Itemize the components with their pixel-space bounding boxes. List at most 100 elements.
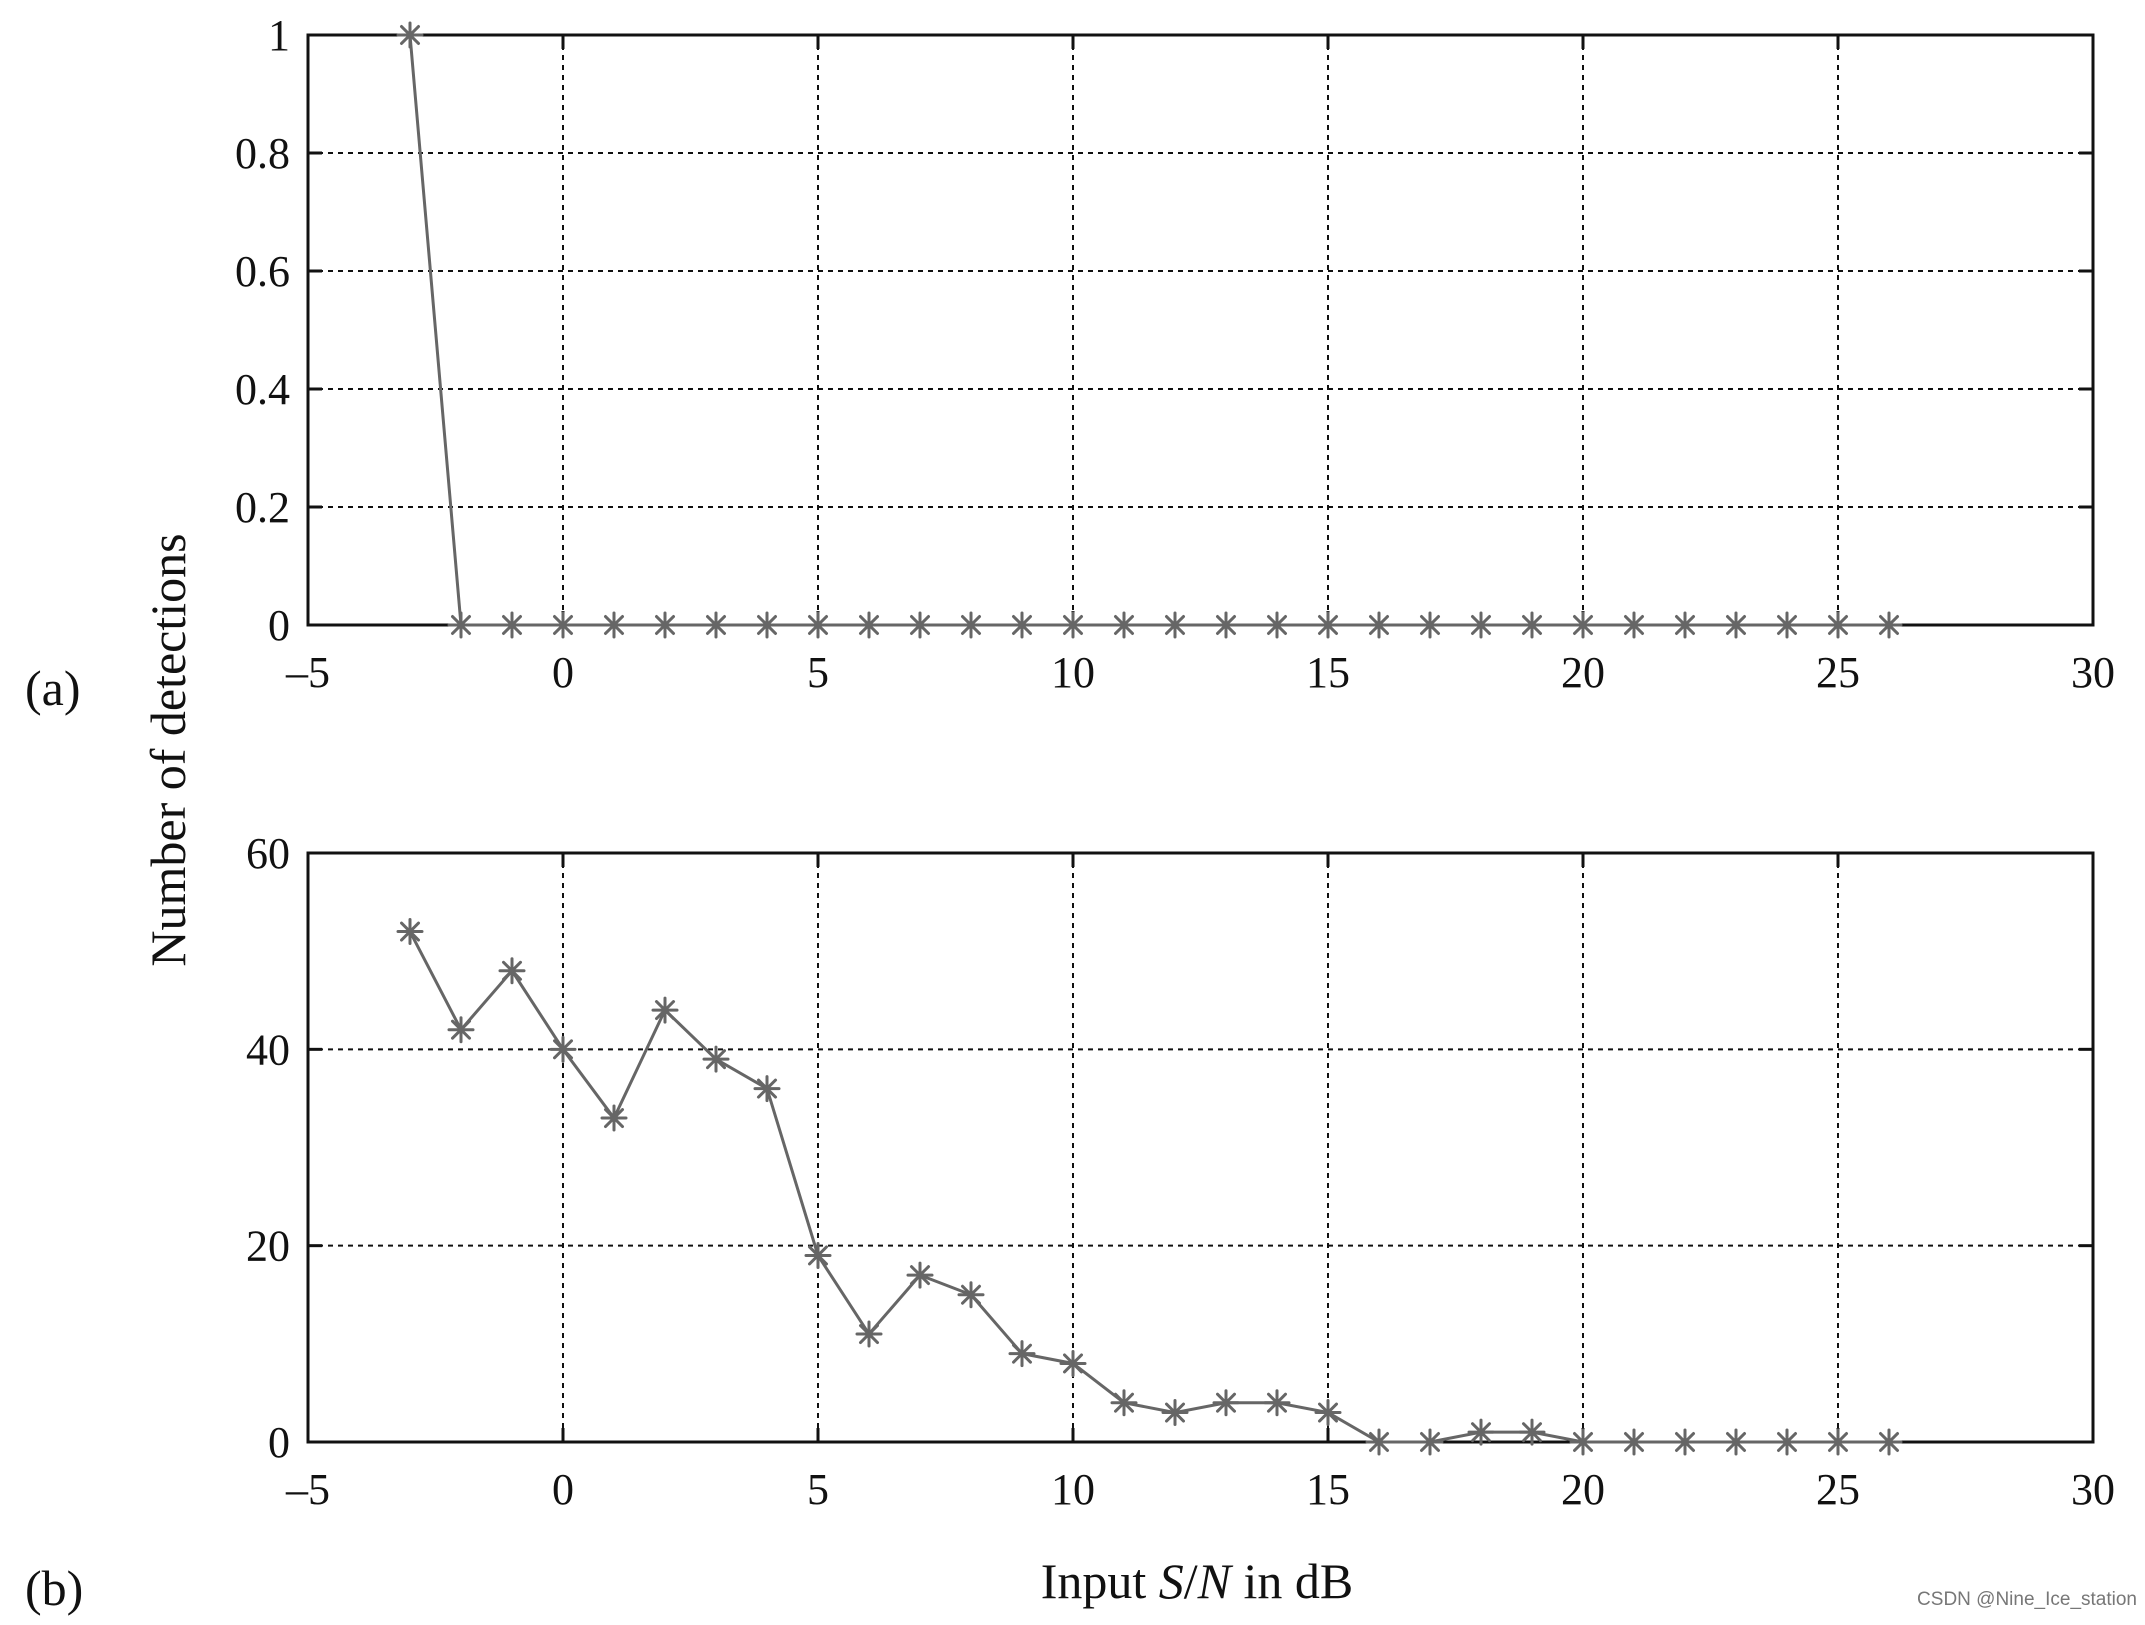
data-point — [1875, 1428, 1903, 1456]
x-tick-label: 25 — [1816, 648, 1860, 697]
marker-stroke — [1522, 1422, 1542, 1443]
data-point — [804, 611, 832, 639]
marker-stroke — [1573, 615, 1593, 635]
data-point — [1773, 611, 1801, 639]
marker-stroke — [910, 615, 930, 635]
data-point — [498, 611, 526, 639]
marker-stroke — [1267, 1392, 1287, 1413]
x-axis-label: Input S/N in dB — [1041, 1553, 1354, 1609]
marker-stroke — [808, 615, 828, 635]
y-tick-label: 20 — [246, 1222, 290, 1271]
marker-stroke — [1318, 615, 1338, 635]
y-tick-label: 1 — [268, 11, 290, 60]
data-point — [1518, 1418, 1546, 1446]
marker-stroke — [1216, 1392, 1236, 1413]
x-tick-label: 30 — [2071, 1465, 2115, 1514]
data-point — [447, 1016, 475, 1044]
marker-stroke — [1828, 1432, 1848, 1452]
x-tick-label: 10 — [1051, 648, 1095, 697]
y-tick-label: 40 — [246, 1025, 290, 1074]
data-point — [1416, 611, 1444, 639]
data-point — [549, 611, 577, 639]
data-point — [1212, 611, 1240, 639]
x-tick-label: 25 — [1816, 1465, 1860, 1514]
data-point — [1416, 1428, 1444, 1456]
marker-stroke — [757, 1078, 777, 1099]
x-tick-label: –5 — [285, 1465, 330, 1514]
marker-stroke — [757, 615, 777, 635]
series-line — [408, 34, 1889, 627]
data-point — [1467, 1418, 1495, 1446]
data-point — [1875, 611, 1903, 639]
marker-stroke — [655, 615, 675, 635]
data-point — [600, 1104, 628, 1132]
marker-stroke — [502, 615, 522, 635]
x-tick-label: –5 — [285, 648, 330, 697]
data-point — [447, 611, 475, 639]
data-point — [1263, 611, 1291, 639]
data-point — [1110, 611, 1138, 639]
data-point — [1467, 611, 1495, 639]
marker-stroke — [1726, 1432, 1746, 1452]
marker-stroke — [1369, 1432, 1389, 1452]
data-point — [906, 611, 934, 639]
marker-stroke — [1114, 615, 1134, 635]
data-point — [1161, 1399, 1189, 1427]
panel-label: (b) — [25, 1560, 83, 1616]
data-point — [1671, 611, 1699, 639]
marker-stroke — [1420, 1432, 1440, 1452]
marker-stroke — [1318, 1402, 1338, 1423]
x-tick-label: 15 — [1306, 1465, 1350, 1514]
marker-stroke — [1777, 615, 1797, 635]
data-point — [1110, 1389, 1138, 1417]
watermark: CSDN @Nine_Ice_station — [1917, 1589, 2137, 1610]
data-point — [906, 1261, 934, 1289]
data-point — [957, 1281, 985, 1309]
x-tick-label: 5 — [807, 1465, 829, 1514]
marker-stroke — [451, 1019, 471, 1040]
data-point — [1722, 611, 1750, 639]
x-tick-label: 20 — [1561, 1465, 1605, 1514]
data-point — [1161, 611, 1189, 639]
data-point — [1620, 1428, 1648, 1456]
marker-stroke — [502, 960, 522, 981]
data-point — [396, 918, 424, 946]
marker-stroke — [1777, 1432, 1797, 1452]
data-point — [753, 611, 781, 639]
data-point — [957, 611, 985, 639]
marker-stroke — [1471, 1422, 1491, 1443]
data-point — [1671, 1428, 1699, 1456]
marker-stroke — [1114, 1392, 1134, 1413]
plot-frame — [306, 851, 2095, 1444]
marker-stroke — [1828, 615, 1848, 635]
data-point — [1518, 611, 1546, 639]
x-tick-label: 0 — [552, 1465, 574, 1514]
marker-stroke — [859, 615, 879, 635]
data-point — [1824, 1428, 1852, 1456]
marker-stroke — [553, 615, 573, 635]
marker-stroke — [1879, 1432, 1899, 1452]
marker-stroke — [706, 1049, 726, 1070]
data-point — [702, 1045, 730, 1073]
marker-stroke — [1675, 1432, 1695, 1452]
y-tick-label: 0.2 — [235, 483, 290, 532]
marker-stroke — [1267, 615, 1287, 635]
x-tick-label: 20 — [1561, 648, 1605, 697]
panel-label: (a) — [25, 660, 81, 716]
marker-stroke — [961, 1284, 981, 1305]
marker-stroke — [961, 615, 981, 635]
data-point — [855, 1320, 883, 1348]
data-point — [1212, 1389, 1240, 1417]
x-tick-label: 15 — [1306, 648, 1350, 697]
data-point — [1263, 1389, 1291, 1417]
marker-stroke — [1063, 1353, 1083, 1374]
marker-stroke — [1624, 615, 1644, 635]
data-point — [855, 611, 883, 639]
marker-stroke — [400, 25, 420, 45]
marker-stroke — [451, 615, 471, 635]
marker-stroke — [1063, 615, 1083, 635]
y-tick-label: 60 — [246, 829, 290, 878]
data-point — [396, 21, 424, 49]
